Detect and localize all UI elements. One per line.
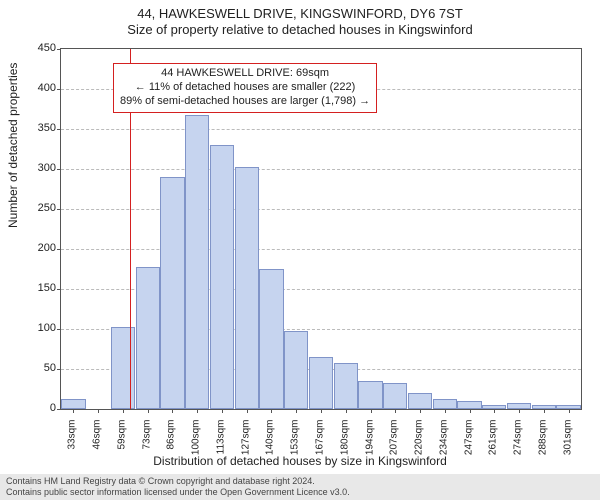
chart-title-line2: Size of property relative to detached ho… [0, 22, 600, 37]
xtick-mark [470, 409, 471, 413]
xtick-label: 46sqm [92, 420, 103, 470]
ytick-mark [57, 289, 61, 290]
xtick-mark [395, 409, 396, 413]
annotation-line: 89% of semi-detached houses are larger (… [120, 95, 370, 109]
xtick-label: 301sqm [562, 420, 573, 470]
histogram-bar [433, 399, 457, 409]
ytick-mark [57, 49, 61, 50]
xtick-label: 140sqm [265, 420, 276, 470]
xtick-label: 247sqm [463, 420, 474, 470]
footer-attribution: Contains HM Land Registry data © Crown c… [0, 474, 600, 500]
histogram-bar [111, 327, 135, 409]
chart-title-block: 44, HAWKESWELL DRIVE, KINGSWINFORD, DY6 … [0, 0, 600, 37]
histogram-bar [160, 177, 184, 409]
ytick-label: 250 [16, 202, 56, 214]
xtick-mark [445, 409, 446, 413]
xtick-label: 86sqm [166, 420, 177, 470]
xtick-mark [321, 409, 322, 413]
ytick-mark [57, 129, 61, 130]
xtick-label: 167sqm [315, 420, 326, 470]
ytick-label: 450 [16, 42, 56, 54]
xtick-label: 153sqm [290, 420, 301, 470]
ytick-mark [57, 329, 61, 330]
xtick-mark [296, 409, 297, 413]
xtick-mark [371, 409, 372, 413]
gridline [61, 129, 581, 130]
histogram-bar [259, 269, 283, 409]
annotation-line: ← 11% of detached houses are smaller (22… [120, 81, 370, 95]
xtick-label: 73sqm [141, 420, 152, 470]
ytick-label: 0 [16, 402, 56, 414]
xtick-mark [73, 409, 74, 413]
ytick-mark [57, 89, 61, 90]
xtick-label: 33sqm [67, 420, 78, 470]
histogram-bar [235, 167, 259, 409]
histogram-bar [185, 115, 209, 409]
xtick-label: 207sqm [389, 420, 400, 470]
histogram-bar [136, 267, 160, 409]
ytick-label: 350 [16, 122, 56, 134]
ytick-label: 50 [16, 362, 56, 374]
xtick-mark [271, 409, 272, 413]
xtick-label: 59sqm [116, 420, 127, 470]
xtick-label: 100sqm [191, 420, 202, 470]
annotation-line: 44 HAWKESWELL DRIVE: 69sqm [120, 67, 370, 81]
xtick-mark [494, 409, 495, 413]
ytick-label: 200 [16, 242, 56, 254]
histogram-bar [309, 357, 333, 409]
xtick-mark [148, 409, 149, 413]
xtick-label: 288sqm [537, 420, 548, 470]
xtick-label: 113sqm [215, 420, 226, 470]
gridline [61, 249, 581, 250]
histogram-bar [383, 383, 407, 409]
gridline [61, 209, 581, 210]
histogram-bar [334, 363, 358, 409]
xtick-mark [247, 409, 248, 413]
xtick-mark [519, 409, 520, 413]
histogram-bar [61, 399, 85, 409]
ytick-label: 400 [16, 82, 56, 94]
ytick-mark [57, 249, 61, 250]
xtick-label: 194sqm [364, 420, 375, 470]
xtick-mark [569, 409, 570, 413]
xtick-mark [346, 409, 347, 413]
ytick-mark [57, 169, 61, 170]
xtick-mark [123, 409, 124, 413]
histogram-bar [284, 331, 308, 409]
ytick-mark [57, 369, 61, 370]
xtick-label: 274sqm [513, 420, 524, 470]
gridline [61, 169, 581, 170]
ytick-label: 100 [16, 322, 56, 334]
ytick-mark [57, 209, 61, 210]
chart-title-line1: 44, HAWKESWELL DRIVE, KINGSWINFORD, DY6 … [0, 6, 600, 21]
xtick-mark [172, 409, 173, 413]
ytick-label: 150 [16, 282, 56, 294]
histogram-bar [408, 393, 432, 409]
histogram-bar [358, 381, 382, 409]
histogram-bar [457, 401, 481, 409]
xtick-label: 127sqm [240, 420, 251, 470]
xtick-mark [197, 409, 198, 413]
xtick-mark [544, 409, 545, 413]
ytick-label: 300 [16, 162, 56, 174]
xtick-mark [98, 409, 99, 413]
chart-plot-area: 44 HAWKESWELL DRIVE: 69sqm← 11% of detac… [60, 48, 582, 410]
xtick-label: 234sqm [438, 420, 449, 470]
xtick-mark [222, 409, 223, 413]
histogram-bar [210, 145, 234, 409]
xtick-mark [420, 409, 421, 413]
footer-line1: Contains HM Land Registry data © Crown c… [6, 476, 594, 487]
ytick-mark [57, 409, 61, 410]
xtick-label: 180sqm [339, 420, 350, 470]
xtick-label: 220sqm [414, 420, 425, 470]
xtick-label: 261sqm [488, 420, 499, 470]
footer-line2: Contains public sector information licen… [6, 487, 594, 498]
annotation-box: 44 HAWKESWELL DRIVE: 69sqm← 11% of detac… [113, 63, 377, 112]
